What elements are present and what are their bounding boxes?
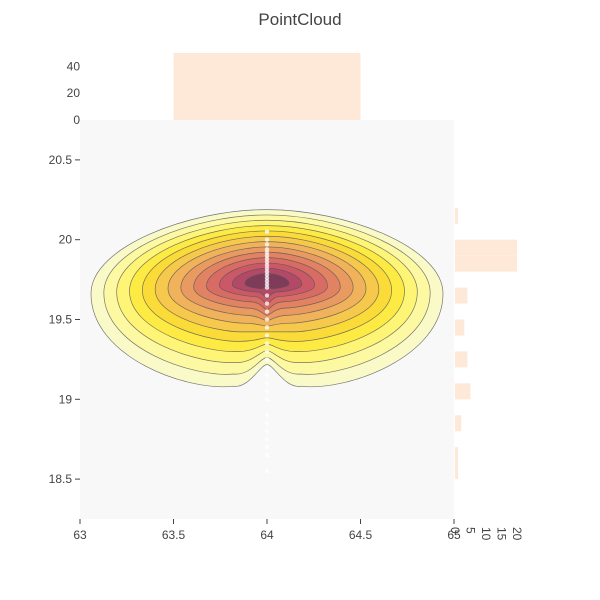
- data-point: [264, 229, 270, 234]
- data-point: [264, 349, 270, 354]
- data-point: [264, 250, 270, 255]
- right-histogram-bar: [455, 207, 459, 224]
- right-histogram-bar: [455, 239, 517, 256]
- data-point: [264, 333, 270, 338]
- data-point: [264, 293, 270, 298]
- data-point: [264, 357, 270, 362]
- y-tick-label: 19.5: [49, 313, 73, 327]
- data-point: [264, 452, 270, 458]
- y-axis: 18.5 19 19.5 20 20.5: [49, 153, 80, 486]
- right-histogram-bar: [455, 415, 462, 432]
- right-histogram-bar: [455, 319, 465, 336]
- data-point: [264, 259, 270, 265]
- data-point: [264, 301, 270, 306]
- data-point: [264, 373, 270, 378]
- right-histogram: 0 5 10 15 20: [448, 207, 524, 541]
- data-point: [264, 325, 270, 330]
- data-point: [264, 429, 270, 434]
- data-point: [264, 341, 270, 346]
- x-tick-label: 64.5: [349, 528, 373, 542]
- y-tick-label: 20.5: [49, 153, 73, 167]
- x-tick-label: 63: [73, 528, 87, 542]
- data-point: [264, 444, 270, 450]
- top-histogram-bar: [173, 53, 361, 120]
- right-histogram-tick-label: 10: [479, 527, 493, 541]
- data-point: [264, 272, 270, 278]
- data-point: [264, 253, 270, 258]
- data-point: [264, 309, 270, 314]
- data-point: [264, 256, 270, 262]
- data-point: [264, 468, 270, 474]
- data-point: [264, 282, 270, 287]
- right-histogram-tick-label: 20: [510, 527, 524, 541]
- point-cloud: [264, 229, 270, 474]
- data-point: [264, 275, 270, 281]
- right-histogram-bar: [455, 383, 471, 400]
- y-tick-label: 18.5: [49, 472, 73, 486]
- y-tick-label: 20: [59, 233, 73, 247]
- data-point: [264, 389, 270, 394]
- right-histogram-bar: [455, 351, 468, 368]
- right-histogram-bar: [455, 255, 517, 272]
- chart-title: PointCloud: [258, 10, 341, 29]
- y-tick-label: 19: [59, 392, 73, 406]
- data-point: [264, 381, 270, 386]
- right-histogram-bar: [455, 447, 459, 464]
- x-tick-label: 63.5: [162, 528, 186, 542]
- data-point: [264, 263, 270, 268]
- x-tick-label: 64: [260, 528, 274, 542]
- right-histogram-bar: [455, 463, 459, 480]
- data-point: [264, 365, 270, 370]
- right-histogram-tick-label: 0: [448, 527, 462, 534]
- data-point: [264, 247, 270, 252]
- top-histogram-tick-label: 0: [73, 113, 80, 127]
- data-point: [264, 237, 270, 242]
- right-histogram-tick-label: 15: [495, 527, 509, 541]
- data-point: [264, 397, 270, 402]
- data-point: [264, 266, 270, 271]
- right-histogram-tick-label: 5: [464, 527, 478, 534]
- data-point: [264, 317, 270, 322]
- data-point: [264, 413, 270, 418]
- data-point: [264, 278, 270, 284]
- top-histogram-tick-label: 40: [67, 59, 81, 73]
- data-point: [264, 421, 270, 426]
- data-point: [264, 269, 270, 274]
- x-tick-label: 65: [447, 528, 461, 542]
- x-axis: 63 63.5 64 64.5 65: [73, 519, 461, 542]
- right-histogram-bar: [455, 287, 468, 304]
- data-point: [264, 437, 270, 442]
- top-histogram: 0 20 40: [67, 53, 361, 127]
- data-point: [264, 285, 270, 290]
- top-histogram-tick-label: 20: [67, 86, 81, 100]
- data-point: [264, 242, 270, 247]
